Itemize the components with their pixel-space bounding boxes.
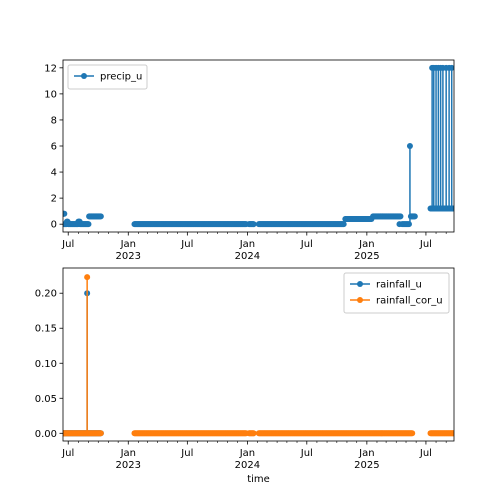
legend: precip_u xyxy=(67,64,148,90)
legend-label: precip_u xyxy=(100,72,142,83)
data-point xyxy=(340,221,347,228)
legend-box xyxy=(67,64,148,90)
data-point xyxy=(97,430,104,437)
x-tick-label: Jul xyxy=(61,239,74,250)
y-tick-label: 6 xyxy=(51,142,57,153)
legend-label: rainfall_u xyxy=(376,280,422,291)
legend: rainfall_u rainfall_cor_u xyxy=(343,272,450,314)
x-tick-label: Jul xyxy=(419,239,432,250)
y-tick-label: 4 xyxy=(51,168,57,179)
x-tick-label: 2024 xyxy=(235,460,260,471)
x-tick-label: 2025 xyxy=(354,251,379,262)
data-point xyxy=(85,221,92,228)
plot-area xyxy=(63,64,454,228)
x-tick-label: Jul xyxy=(419,448,432,459)
x-tick-label: Jan xyxy=(239,448,255,459)
data-point xyxy=(250,430,257,437)
x-tick-label: 2025 xyxy=(354,460,379,471)
x-tick-label: Jul xyxy=(300,448,313,459)
y-tick-label: 0.15 xyxy=(35,324,57,335)
y-tick-label: 0.10 xyxy=(35,359,57,370)
data-point xyxy=(97,213,104,220)
data-point xyxy=(63,210,68,217)
data-point xyxy=(397,213,404,220)
x-axis-label: time xyxy=(247,474,270,485)
y-tick-label: 8 xyxy=(51,115,57,126)
legend-label: rainfall_cor_u xyxy=(376,296,443,307)
data-point xyxy=(409,430,416,437)
x-tick-label: Jan xyxy=(358,448,374,459)
spike-point xyxy=(406,143,413,149)
axes-frame xyxy=(62,267,455,442)
data-point xyxy=(405,221,412,228)
y-tick-label: 10 xyxy=(44,89,57,100)
data-point xyxy=(451,430,454,437)
spike-point xyxy=(448,64,454,71)
y-tick-label: 0.20 xyxy=(35,289,57,300)
y-tick-label: 0 xyxy=(51,220,57,231)
plot-area xyxy=(63,274,454,437)
spike-point xyxy=(84,274,91,281)
y-tick-label: 2 xyxy=(51,194,57,205)
series-rainfall_u xyxy=(63,290,104,437)
legend-marker xyxy=(357,297,363,303)
x-tick-label: 2023 xyxy=(116,251,141,262)
legend-marker xyxy=(357,281,363,287)
x-tick-label: Jan xyxy=(120,448,136,459)
y-tick-label: 0.00 xyxy=(35,429,57,440)
x-tick-label: Jul xyxy=(180,239,193,250)
series-precip_u xyxy=(63,64,454,228)
x-tick-label: Jan xyxy=(239,239,255,250)
x-tick-label: Jul xyxy=(300,239,313,250)
y-tick-label: 0.05 xyxy=(35,394,57,405)
x-tick-label: Jul xyxy=(180,448,193,459)
data-point xyxy=(250,221,257,228)
data-point xyxy=(411,213,418,220)
x-tick-label: 2023 xyxy=(116,460,141,471)
x-tick-label: Jul xyxy=(61,448,74,459)
series-rainfall_cor_u xyxy=(63,274,454,437)
x-tick-label: 2024 xyxy=(235,251,260,262)
y-axis: 0 2 4 6 8 10 12 xyxy=(44,63,63,231)
y-axis: 0.00 0.05 0.10 0.15 0.20 xyxy=(35,289,63,440)
y-tick-label: 12 xyxy=(44,63,57,74)
x-tick-label: Jan xyxy=(358,239,374,250)
legend-marker xyxy=(81,73,87,79)
legend-box xyxy=(343,272,450,314)
x-tick-label: Jan xyxy=(120,239,136,250)
